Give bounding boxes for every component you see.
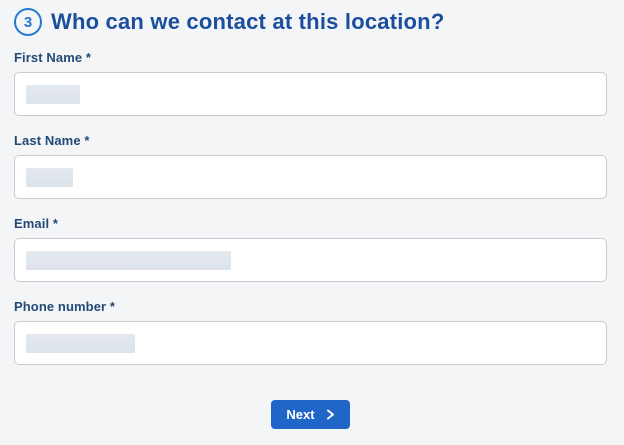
- phone-number-label: Phone number *: [14, 299, 116, 314]
- redacted-value: [26, 334, 135, 353]
- last-name-input[interactable]: [14, 155, 607, 199]
- page-title: Who can we contact at this location?: [51, 8, 445, 34]
- email-label: Email *: [14, 216, 59, 231]
- first-name-label: First Name *: [14, 50, 92, 65]
- next-button[interactable]: Next: [271, 400, 350, 429]
- last-name-field: Last Name *: [14, 133, 607, 199]
- redacted-value: [26, 168, 73, 187]
- first-name-field: First Name *: [14, 50, 607, 116]
- step-number-badge: 3: [14, 8, 42, 36]
- chevron-right-icon: [326, 409, 334, 420]
- phone-number-field: Phone number *: [14, 299, 607, 365]
- first-name-input[interactable]: [14, 72, 607, 116]
- last-name-label: Last Name *: [14, 133, 90, 148]
- redacted-value: [26, 85, 80, 104]
- email-field: Email *: [14, 216, 607, 282]
- form-actions: Next: [14, 400, 607, 429]
- redacted-value: [26, 251, 231, 270]
- next-button-label: Next: [286, 407, 315, 422]
- step-number: 3: [23, 13, 33, 31]
- phone-number-input[interactable]: [14, 321, 607, 365]
- email-input[interactable]: [14, 238, 607, 282]
- section-heading: 3 Who can we contact at this location?: [14, 8, 607, 36]
